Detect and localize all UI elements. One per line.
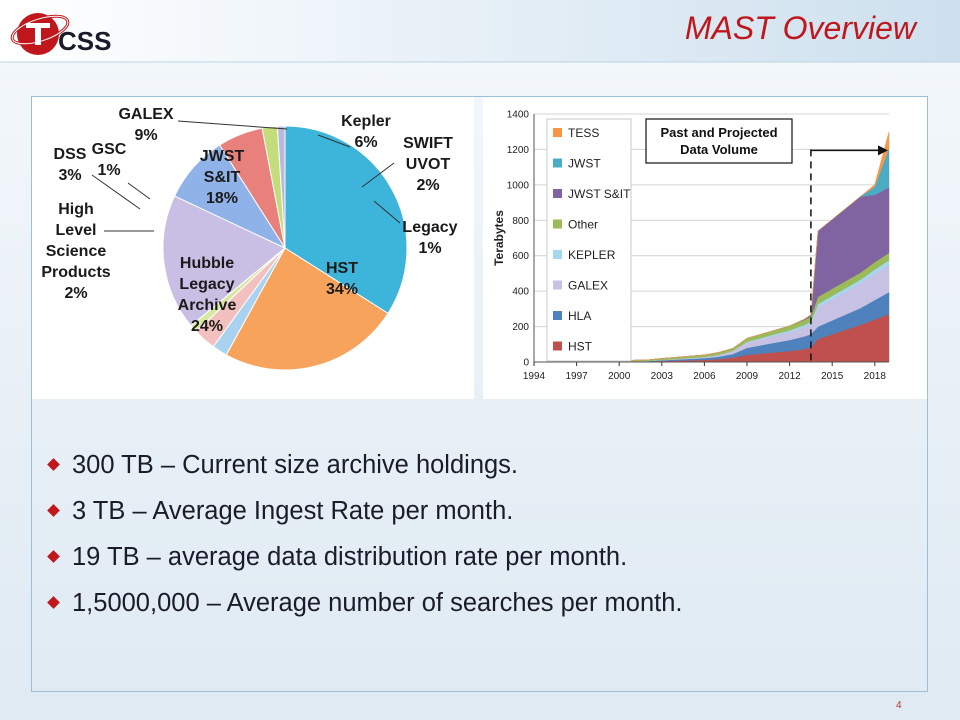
legend-swatch-hla: [553, 311, 562, 320]
y-axis-title: Terabytes: [492, 210, 506, 266]
bullet-item: 3 TB – Average Ingest Rate per month.: [46, 488, 916, 534]
x-tick-label: 1994: [523, 371, 546, 382]
bullet-text: 19 TB – average data distribution rate p…: [72, 543, 628, 571]
legend-label-jwst-sandit: JWST S&IT: [568, 187, 631, 201]
bullet-text: 3 TB – Average Ingest Rate per month.: [72, 497, 514, 525]
pie-leader-line: [317, 134, 351, 148]
y-tick-label: 1200: [507, 145, 530, 156]
legend-label-hla: HLA: [568, 309, 591, 323]
legend-label-tess: TESS: [568, 126, 599, 140]
diamond-bullet-icon: [47, 596, 60, 609]
pie-leader-line: [177, 120, 288, 130]
legend-swatch-jwst: [553, 158, 562, 168]
bullet-item: 19 TB – average data distribution rate p…: [46, 534, 916, 580]
x-tick-label: 2009: [736, 371, 759, 382]
pie-leader-line: [373, 200, 401, 224]
bullet-text: 1,5000,000 – Average number of searches …: [72, 589, 683, 617]
area-series-tess: [533, 131, 890, 363]
pie-label-gsc: GSC 1%: [92, 141, 127, 179]
pie-leader-line: [127, 182, 151, 200]
y-tick-label: 0: [523, 358, 529, 369]
pie-slice-hst: [284, 125, 408, 315]
y-tick-label: 200: [512, 322, 529, 333]
bullet-list: 300 TB – Current size archive holdings. …: [46, 442, 916, 626]
legend-swatch-other: [553, 219, 562, 229]
y-tick-label: 600: [512, 251, 529, 262]
y-tick-label: 1000: [507, 180, 530, 191]
bullet-item: 300 TB – Current size archive holdings.: [46, 442, 916, 488]
bullet-item: 1,5000,000 – Average number of searches …: [46, 580, 916, 626]
x-tick-label: 2000: [608, 371, 631, 382]
diamond-bullet-icon: [47, 504, 60, 517]
legend-label-kepler: KEPLER: [568, 248, 616, 262]
pie-slice-legacy: [276, 125, 286, 249]
pie-label-swift-uvot: SWIFT UVOT 2%: [403, 135, 453, 194]
slide-title: MAST Overview: [684, 10, 916, 46]
arrow-head-icon: [878, 145, 888, 156]
x-tick-label: 2012: [778, 371, 801, 382]
legend-label-other: Other: [568, 218, 598, 232]
x-tick-label: 1997: [565, 371, 588, 382]
legend-box: [546, 118, 632, 362]
pie-label-kepler: Kepler 6%: [341, 113, 391, 151]
pie-label-legacy: Legacy 1%: [402, 219, 457, 257]
pie-label-hubble-legacy-archive: Hubble Legacy Archive 24%: [178, 255, 237, 335]
pie-slice-hubble-legacy-archive: [225, 247, 389, 371]
legend-label-galex: GALEX: [568, 279, 608, 293]
pie-label-galex: GALEX 9%: [118, 106, 173, 144]
pie-slice-jwst-sandit: [162, 195, 286, 327]
legend-swatch-tess: [553, 128, 562, 137]
y-tick-label: 1400: [507, 110, 530, 121]
annotation-text: Past and Projected Data Volume: [660, 125, 777, 157]
pie-label-dss: DSS 3%: [54, 146, 87, 184]
x-tick-label: 2006: [693, 371, 716, 382]
pie-label-hst: HST 34%: [326, 260, 358, 298]
content-panel: [31, 96, 928, 692]
page-number: 4: [896, 700, 902, 711]
x-tick-label: 2015: [821, 371, 844, 382]
legend-swatch-galex: [553, 280, 562, 290]
x-tick-label: 2003: [651, 371, 674, 382]
legend-label-hst: HST: [568, 340, 593, 354]
legend-swatch-jwst-sandit: [553, 189, 562, 198]
diamond-bullet-icon: [47, 550, 60, 563]
pie-label-high-level-science-products: High Level Science Products 2%: [41, 201, 110, 302]
archive-share-pie-chart: HST 34% Hubble Legacy Archive 24% High Level Sci…: [32, 97, 474, 399]
legend-swatch-kepler: [553, 250, 562, 259]
legend-swatch-hst: [553, 341, 562, 351]
pie-leader-line: [91, 174, 141, 210]
bullet-text: 300 TB – Current size archive holdings.: [72, 451, 519, 479]
data-volume-area-chart: 0 200 400 600 800 1000 1200 1400 1994 1997 2000 200…: [483, 97, 927, 399]
x-tick-label: 2018: [864, 371, 887, 382]
pie-label-jwst-sandit: JWST S&IT 18%: [200, 148, 245, 207]
logo-text: CSS: [58, 26, 111, 56]
pie-leader-line: [361, 162, 395, 188]
legend-label-jwst: JWST: [568, 157, 601, 171]
y-tick-label: 800: [512, 216, 529, 227]
annotation-box: [645, 118, 793, 164]
tcss-logo: CSS: [8, 6, 128, 58]
diamond-bullet-icon: [47, 458, 60, 471]
y-tick-label: 400: [512, 287, 529, 298]
